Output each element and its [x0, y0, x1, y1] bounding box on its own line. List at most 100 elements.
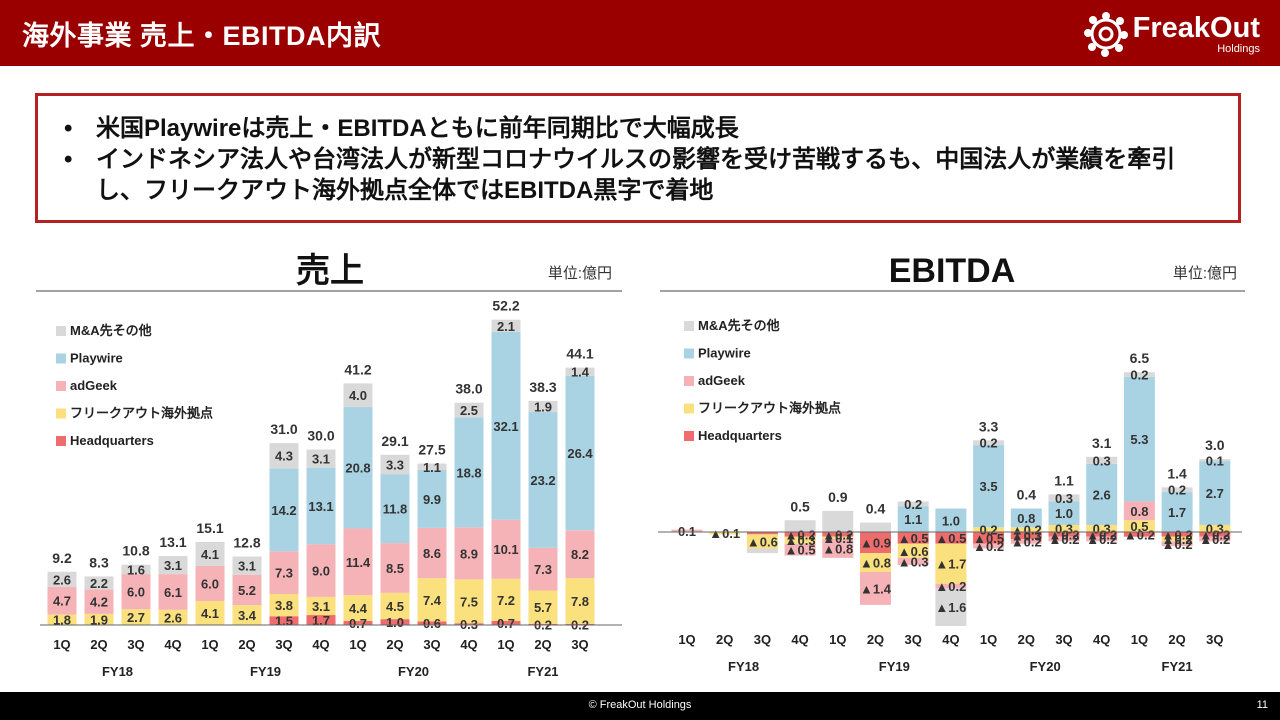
value-label-playwire-7: 14.2: [271, 503, 296, 518]
bar-adgeek-15: [1199, 536, 1231, 542]
legend-label-freakout-overseas: フリークアウト海外拠点: [698, 401, 841, 416]
value-label-headquarters-11: 0.6: [423, 616, 441, 631]
legend-swatch-adgeek: [56, 381, 66, 391]
bar-adgeek-1: [671, 529, 703, 532]
category-label-1: 1Q: [678, 632, 695, 647]
bar-adgeek-15: [565, 530, 595, 579]
bar-freakout-overseas-14: [1161, 536, 1193, 542]
legend-label-ma-other: M&A先その他: [698, 318, 780, 333]
bar-ma-other-10: [380, 454, 410, 475]
category-label-7: 3Q: [275, 637, 292, 652]
total-label-12: 38.0: [455, 381, 482, 397]
legend-swatch-headquarters: [56, 436, 66, 446]
chart-unit: 単位:億円: [1173, 265, 1237, 282]
legend-label-ma-other: M&A先その他: [70, 323, 152, 338]
total-label-4: 0.5: [790, 498, 810, 514]
logo-mark-icon: [1083, 12, 1128, 57]
total-label-5: 15.1: [196, 520, 223, 536]
bar-ma-other-2: [84, 576, 114, 590]
value-label-ma-other-10: 3.3: [386, 457, 404, 472]
bar-freakout-overseas-15: [565, 578, 595, 624]
value-label-freakout-overseas-5: 4.1: [201, 606, 219, 621]
value-label-adgeek-11: ▲0.2: [1049, 532, 1080, 547]
value-label-playwire-9: 3.5: [980, 479, 998, 494]
page-number: 11: [1256, 699, 1268, 711]
bar-ma-other-12: [1086, 456, 1118, 464]
value-label-ma-other-7: 0.2: [904, 497, 922, 512]
bar-freakout-overseas-14: [528, 590, 558, 624]
value-label-playwire-11: 9.9: [423, 492, 441, 507]
bar-adgeek-12: [1086, 536, 1118, 542]
bar-ma-other-8: [935, 588, 967, 626]
fiscal-year-label-fy19: FY19: [879, 659, 910, 674]
value-label-playwire-9: 20.8: [345, 461, 370, 476]
value-label-playwire-13: 32.1: [493, 419, 518, 434]
legend-swatch-freakout-overseas: [56, 408, 66, 419]
bar-freakout-overseas-10: [380, 592, 410, 620]
legend-swatch-headquarters: [684, 431, 694, 441]
total-label-12: 3.1: [1092, 435, 1112, 451]
value-label-ma-other-15: 1.4: [571, 365, 590, 380]
bar-ma-other-9: [343, 383, 373, 407]
chart-unit: 単位:億円: [548, 265, 612, 282]
company-logo: FreakOut Holdings: [1083, 6, 1260, 62]
value-label-ma-other-6: 3.1: [238, 559, 256, 574]
value-label-ma-other-8: ▲1.6: [935, 600, 966, 615]
value-label-adgeek-15: ▲0.2: [1199, 532, 1230, 547]
bar-headquarters-7: [897, 532, 929, 544]
total-label-5: 0.9: [828, 489, 848, 505]
bar-adgeek-10: [1010, 539, 1042, 544]
bar-adgeek-9: [973, 543, 1005, 549]
bar-freakout-overseas-2: [709, 532, 741, 535]
bar-adgeek-9: [343, 528, 373, 596]
bar-ma-other-14: [528, 400, 558, 413]
value-label-adgeek-5: 6.0: [201, 576, 219, 591]
fiscal-year-label-fy21: FY21: [527, 664, 558, 679]
value-label-ma-other-5: 4.1: [201, 547, 219, 562]
bar-playwire-7: [269, 468, 299, 552]
category-label-9: 1Q: [980, 632, 997, 647]
value-label-playwire-13: 5.3: [1130, 432, 1148, 447]
value-label-headquarters-9: 0.7: [349, 616, 367, 631]
bar-playwire-14: [528, 412, 558, 548]
bar-headquarters-10: [380, 619, 410, 625]
bar-ma-other-4: [784, 520, 816, 532]
header-bar: 海外事業 売上・EBITDA内訳 FreakOut Holdings: [0, 0, 1280, 66]
value-label-ma-other-9: 0.2: [980, 436, 998, 451]
bar-adgeek-11: [1048, 536, 1080, 542]
legend-label-freakout-overseas: フリークアウト海外拠点: [70, 406, 213, 421]
category-label-4: 4Q: [791, 632, 808, 647]
value-label-freakout-overseas-7: 3.8: [275, 598, 293, 613]
bar-playwire-11: [417, 469, 447, 528]
value-label-playwire-12: 18.8: [456, 465, 481, 480]
bar-ma-other-7: [897, 501, 929, 507]
bar-freakout-overseas-11: [1048, 524, 1080, 532]
legend-swatch-ma-other: [684, 321, 694, 331]
category-label-11: 3Q: [1055, 632, 1072, 647]
bar-playwire-8: [935, 508, 967, 532]
value-label-ma-other-2: 2.2: [90, 576, 108, 591]
total-label-6: 0.4: [866, 501, 886, 517]
value-label-headquarters-11: ▲0.2: [1049, 527, 1080, 542]
value-label-playwire-8: 13.1: [308, 499, 333, 514]
bar-ma-other-6: [232, 556, 262, 575]
category-label-10: 2Q: [1018, 632, 1035, 647]
value-label-adgeek-3: 6.0: [127, 585, 145, 600]
value-label-freakout-overseas-9: 4.4: [349, 601, 368, 616]
bar-playwire-9: [973, 445, 1005, 528]
bar-freakout-overseas-6: [860, 553, 891, 572]
category-label-7: 3Q: [905, 632, 922, 647]
total-label-11: 1.1: [1054, 472, 1074, 488]
value-label-headquarters-13: ▲0.2: [1124, 527, 1155, 542]
category-label-4: 4Q: [164, 637, 181, 652]
bar-headquarters-11: [1048, 532, 1080, 537]
category-label-14: 2Q: [1168, 632, 1185, 647]
bar-adgeek-13: [491, 519, 521, 579]
category-label-10: 2Q: [386, 637, 403, 652]
category-label-12: 4Q: [1093, 632, 1110, 647]
value-label-freakout-overseas-14: ▲0.2: [1162, 532, 1193, 547]
value-label-playwire-14: 23.2: [530, 473, 555, 488]
bar-adgeek-6: [232, 574, 262, 606]
value-label-playwire-10: 0.8: [1017, 511, 1035, 526]
bar-playwire-14: [1161, 492, 1193, 532]
